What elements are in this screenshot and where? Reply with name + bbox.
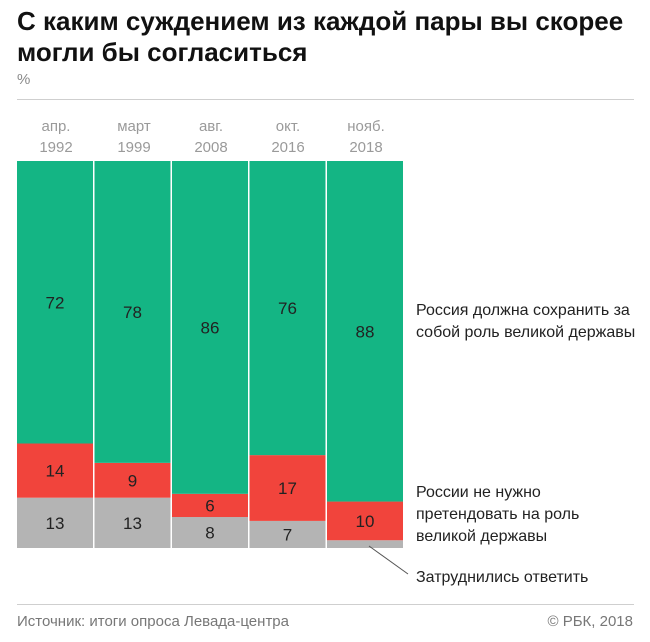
bar-segment-undecided xyxy=(249,520,326,548)
bar-segment-no-need xyxy=(172,493,248,518)
data-label-no-need: 17 xyxy=(278,479,297,498)
bar-segment-no-need xyxy=(94,462,171,498)
period-label-1999: март 1999 xyxy=(95,116,173,158)
leader-line-undecided xyxy=(368,545,409,575)
period-year: 1992 xyxy=(39,139,73,156)
bar-segment-no-need xyxy=(249,455,326,521)
period-label-2018: нояб. 2018 xyxy=(327,116,405,158)
bar-segment-great-power xyxy=(17,161,93,444)
bar-segment-no-need xyxy=(17,443,93,498)
data-label-undecided: 13 xyxy=(46,514,65,533)
bottom-divider xyxy=(17,604,634,605)
data-label-no-need: 9 xyxy=(128,471,137,490)
period-year: 2016 xyxy=(271,139,305,156)
period-month: апр. xyxy=(41,118,71,135)
period-year: 1999 xyxy=(117,139,151,156)
data-label-great-power: 72 xyxy=(46,293,65,312)
period-month: март xyxy=(117,118,151,135)
source-note: Источник: итоги опроса Левада-центра xyxy=(17,613,289,630)
legend-no-need: России не нужно претендовать на роль вел… xyxy=(416,484,580,545)
bar-segment-great-power xyxy=(94,161,171,463)
legend-undecided: Затруднились ответить xyxy=(416,569,589,586)
bar-segment-great-power xyxy=(327,161,403,502)
legend-great-power: Россия должна сохранить за собой роль ве… xyxy=(416,302,636,341)
bar-segment-great-power xyxy=(172,161,248,494)
bar-segment-great-power xyxy=(249,161,326,456)
data-label-undecided: 8 xyxy=(205,524,214,543)
period-year: 2008 xyxy=(194,139,228,156)
data-label-undecided: 13 xyxy=(123,514,142,533)
period-label-2008: авг. 2008 xyxy=(172,116,250,158)
data-label-no-need: 10 xyxy=(356,512,375,531)
bar-segment-undecided xyxy=(327,540,403,548)
data-label-great-power: 86 xyxy=(201,318,220,337)
bar-segment-undecided xyxy=(94,497,171,548)
bar-segment-undecided xyxy=(17,497,93,548)
data-label-great-power: 78 xyxy=(123,303,142,322)
data-label-great-power: 88 xyxy=(356,322,375,341)
chart-title: С каким суждением из каждой пары вы скор… xyxy=(17,6,624,67)
period-year: 2018 xyxy=(349,139,383,156)
period-month: авг. xyxy=(198,118,224,135)
unit-label: % xyxy=(17,71,31,88)
period-label-1992: апр. 1992 xyxy=(17,116,95,158)
data-label-no-need: 6 xyxy=(205,496,214,515)
bar-segment-undecided xyxy=(172,517,248,548)
period-label-2016: окт. 2016 xyxy=(249,116,327,158)
top-divider xyxy=(17,99,634,100)
data-label-no-need: 14 xyxy=(46,462,65,481)
copyright: © РБК, 2018 xyxy=(547,613,633,630)
bar-segment-no-need xyxy=(327,501,403,541)
period-month: нояб. xyxy=(347,118,385,135)
data-label-undecided: 7 xyxy=(283,525,292,544)
data-label-great-power: 76 xyxy=(278,299,297,318)
period-month: окт. xyxy=(275,118,301,135)
